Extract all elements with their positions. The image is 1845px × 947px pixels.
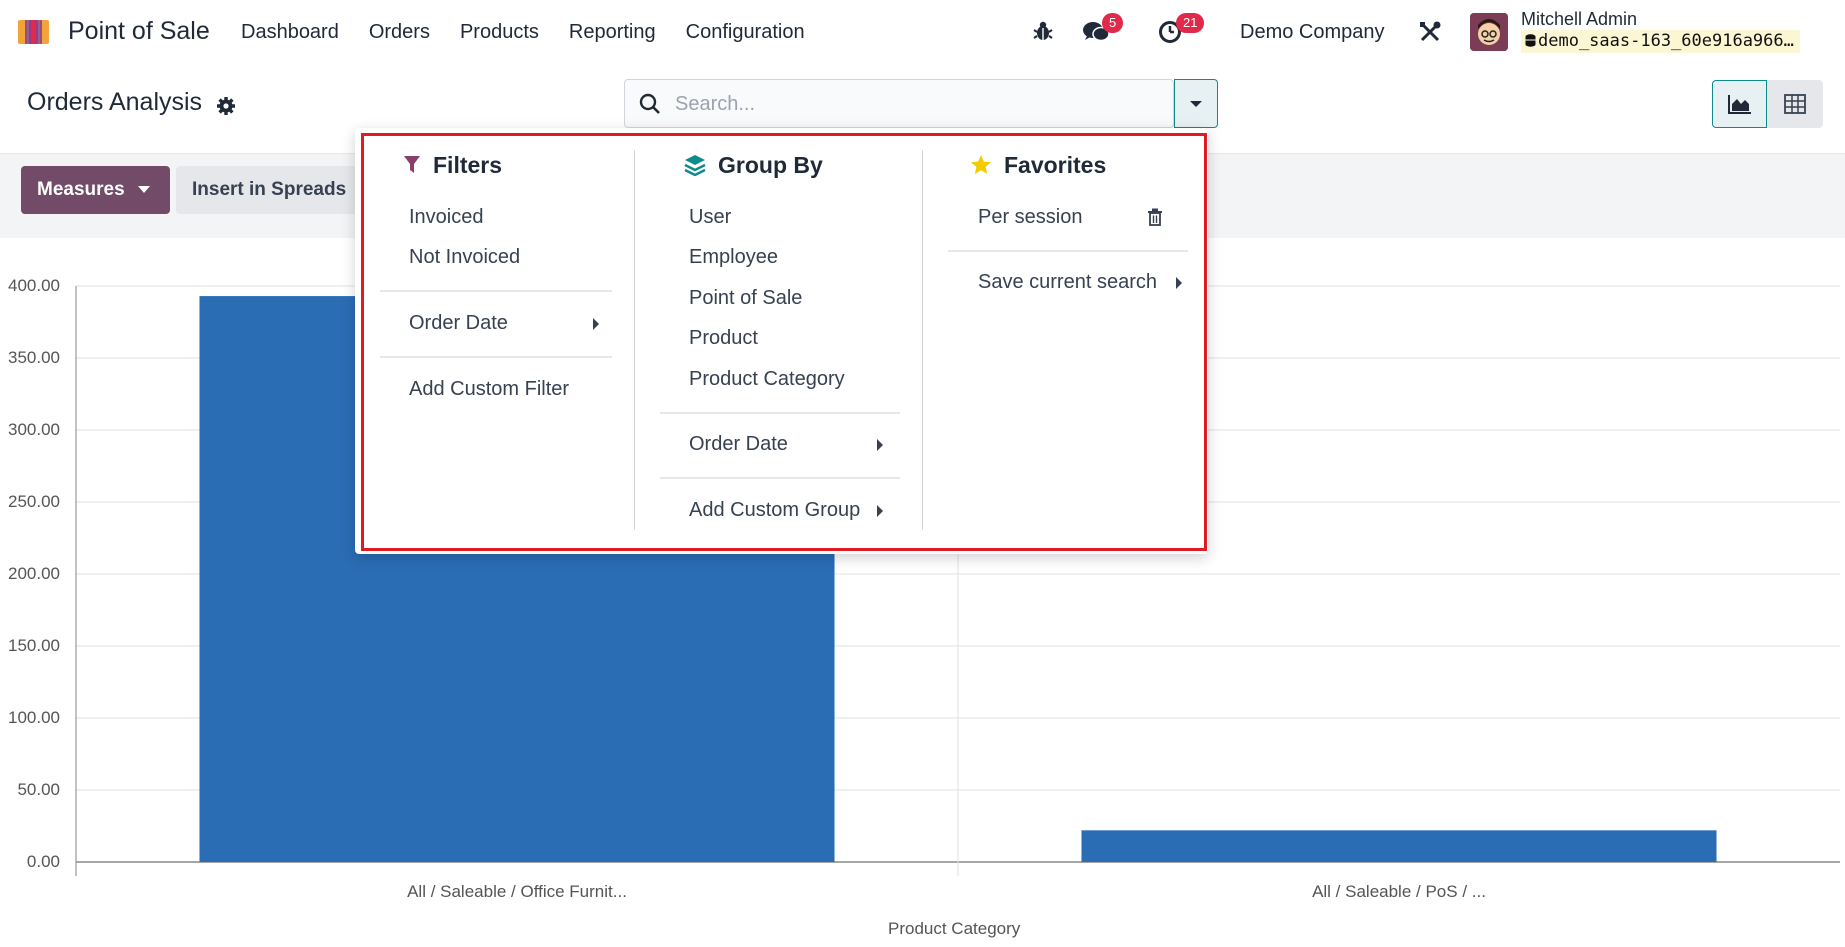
x-axis-title: Product Category xyxy=(888,919,1021,938)
filter-invoiced[interactable]: Invoiced xyxy=(409,206,484,228)
layers-icon xyxy=(684,155,706,176)
insert-in-spreadsheet-button[interactable]: Insert in Spreads xyxy=(176,166,366,214)
divider xyxy=(660,412,900,414)
group-by-product[interactable]: Product xyxy=(689,327,758,349)
menu-reporting[interactable]: Reporting xyxy=(568,21,656,43)
search-bar: Search... xyxy=(624,79,1174,128)
add-custom-filter[interactable]: Add Custom Filter xyxy=(409,378,570,400)
table-grid-icon xyxy=(1784,94,1806,114)
filter-order-date-label: Order Date xyxy=(409,312,508,334)
divider xyxy=(948,250,1188,252)
gear-icon[interactable] xyxy=(216,96,236,116)
trash-icon[interactable] xyxy=(1147,208,1163,226)
y-tick-label: 400.00 xyxy=(8,276,60,295)
main-menu: Dashboard Orders Products Reporting Conf… xyxy=(241,21,835,44)
y-tick-label: 250.00 xyxy=(8,492,60,511)
search-icon xyxy=(639,93,660,114)
menu-orders[interactable]: Orders xyxy=(368,21,430,43)
debug-bug-icon[interactable] xyxy=(1032,20,1054,42)
x-category-label: All / Saleable / PoS / ... xyxy=(1312,882,1486,901)
avatar-face-icon xyxy=(1470,13,1508,51)
group-by-order-date[interactable]: Order Date xyxy=(689,433,883,456)
group-by-column: Group By xyxy=(684,148,823,182)
filter-order-date[interactable]: Order Date xyxy=(409,312,599,335)
divider xyxy=(660,477,900,479)
database-label: demo_saas-163_60e916a966… xyxy=(1538,31,1794,51)
measures-label: Measures xyxy=(37,179,125,200)
y-tick-label: 150.00 xyxy=(8,636,60,655)
y-tick-label: 0.00 xyxy=(26,852,60,871)
star-icon xyxy=(971,155,991,174)
group-by-order-date-label: Order Date xyxy=(689,433,788,455)
pivot-view-button[interactable] xyxy=(1767,80,1823,128)
search-options-toggle[interactable] xyxy=(1174,79,1218,128)
y-tick-label: 100.00 xyxy=(8,708,60,727)
search-input[interactable]: Search... xyxy=(675,93,756,115)
database-icon xyxy=(1525,34,1536,47)
filter-not-invoiced[interactable]: Not Invoiced xyxy=(409,246,521,268)
menu-configuration[interactable]: Configuration xyxy=(685,21,805,43)
search-panel-dropdown: Filters Invoiced Not Invoiced Order Date… xyxy=(355,128,1208,554)
column-divider xyxy=(634,150,635,530)
point-of-sale-logo-icon[interactable] xyxy=(16,18,54,46)
group-by-title: Group By xyxy=(718,151,823,178)
app-title[interactable]: Point of Sale xyxy=(68,17,210,45)
filters-title: Filters xyxy=(433,151,503,178)
caret-right-icon xyxy=(593,318,599,330)
y-tick-label: 200.00 xyxy=(8,564,60,583)
page-title: Orders Analysis xyxy=(27,88,203,116)
activities-button[interactable]: 21 xyxy=(1158,13,1205,46)
caret-right-icon xyxy=(1176,277,1182,289)
y-tick-label: 300.00 xyxy=(8,420,60,439)
company-switcher[interactable]: Demo Company xyxy=(1240,21,1385,43)
area-chart-icon xyxy=(1727,95,1751,114)
save-current-search-label: Save current search xyxy=(978,271,1157,293)
clock-icon xyxy=(1159,21,1181,43)
measures-button[interactable]: Measures xyxy=(21,166,170,214)
user-name[interactable]: Mitchell Admin xyxy=(1521,9,1638,29)
add-custom-group[interactable]: Add Custom Group xyxy=(689,499,883,522)
favorites-header: Favorites xyxy=(970,148,1106,182)
group-by-header: Group By xyxy=(684,148,823,182)
filters-column: Filters xyxy=(403,148,502,182)
graph-view-button[interactable] xyxy=(1712,80,1767,128)
menu-dashboard[interactable]: Dashboard xyxy=(241,21,339,43)
caret-right-icon xyxy=(877,439,883,451)
caret-right-icon xyxy=(877,505,883,517)
messages-badge: 5 xyxy=(1102,13,1124,33)
favorites-title: Favorites xyxy=(1004,151,1107,178)
group-by-employee[interactable]: Employee xyxy=(689,246,778,268)
messages-button[interactable]: 5 xyxy=(1082,13,1124,46)
caret-down-icon xyxy=(137,186,150,193)
top-navbar: Point of Sale Dashboard Orders Products … xyxy=(0,0,1845,56)
group-by-product-category[interactable]: Product Category xyxy=(689,368,845,390)
favorites-column: Favorites xyxy=(970,148,1106,182)
y-tick-label: 50.00 xyxy=(17,780,60,799)
menu-products[interactable]: Products xyxy=(459,21,539,43)
settings-tools-icon[interactable] xyxy=(1418,20,1442,44)
add-custom-group-label: Add Custom Group xyxy=(689,499,861,521)
activities-badge: 21 xyxy=(1176,13,1205,33)
column-divider xyxy=(922,150,923,530)
caret-down-icon xyxy=(1190,100,1202,107)
divider xyxy=(380,290,612,292)
user-avatar[interactable] xyxy=(1470,13,1508,51)
filter-icon xyxy=(404,156,420,173)
highlight-annotation-box xyxy=(361,133,1207,551)
favorite-per-session[interactable]: Per session xyxy=(978,206,1083,228)
y-tick-label: 350.00 xyxy=(8,348,60,367)
group-by-point-of-sale[interactable]: Point of Sale xyxy=(689,287,803,309)
bar-1[interactable] xyxy=(1081,830,1717,862)
divider xyxy=(380,356,612,358)
group-by-user[interactable]: User xyxy=(689,206,732,228)
x-category-label: All / Saleable / Office Furnit... xyxy=(407,882,627,901)
save-current-search[interactable]: Save current search xyxy=(978,271,1182,294)
filters-header: Filters xyxy=(403,148,502,182)
database-name: demo_saas-163_60e916a966… xyxy=(1521,30,1800,53)
